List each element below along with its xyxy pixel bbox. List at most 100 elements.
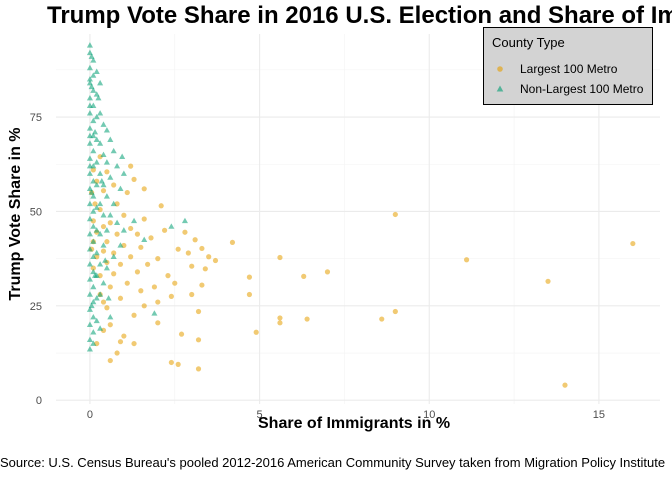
data-point-circle — [138, 288, 144, 294]
data-point-circle — [100, 299, 107, 305]
data-point-triangle — [119, 153, 126, 159]
data-point-triangle — [100, 212, 107, 218]
data-point-triangle — [102, 257, 109, 263]
data-point-triangle — [90, 117, 97, 124]
data-point-triangle — [105, 295, 112, 301]
data-point-circle — [128, 163, 134, 169]
data-point-triangle — [90, 57, 97, 63]
data-point-circle — [630, 240, 636, 247]
data-point-circle — [277, 320, 283, 326]
data-point-circle — [134, 269, 141, 275]
data-point-circle — [100, 223, 107, 230]
data-point-triangle — [86, 76, 93, 82]
data-point-circle — [155, 299, 161, 305]
data-point-triangle — [86, 162, 93, 169]
data-point-triangle — [93, 113, 100, 120]
data-point-triangle — [151, 310, 158, 316]
data-point-circle — [202, 266, 208, 272]
data-point-triangle — [86, 200, 93, 207]
data-point-triangle — [110, 147, 117, 154]
data-point-circle — [111, 182, 117, 188]
data-point-triangle — [120, 170, 127, 176]
data-point-triangle — [91, 272, 99, 278]
data-point-triangle — [86, 140, 93, 146]
data-point-triangle — [110, 200, 117, 207]
data-point-circle — [131, 312, 137, 318]
data-point-circle — [195, 337, 202, 343]
data-point-triangle — [100, 151, 107, 158]
data-point-circle — [111, 250, 117, 256]
data-point-triangle — [90, 298, 97, 305]
data-point-circle — [195, 366, 202, 372]
data-point-triangle — [86, 336, 93, 343]
chart-caption: Source: U.S. Census Bureau's pooled 2012… — [0, 455, 666, 470]
legend-label-largest-metro: Largest 100 Metro — [520, 62, 618, 76]
data-point-triangle — [100, 121, 107, 127]
data-point-triangle — [90, 329, 97, 335]
data-point-circle — [161, 227, 168, 233]
data-point-triangle — [88, 302, 95, 309]
triangle-marker-icon — [496, 85, 504, 92]
data-point-circle — [107, 322, 113, 328]
data-point-circle — [90, 265, 96, 271]
data-point-triangle — [100, 279, 107, 286]
y-tick-label: 50 — [30, 206, 42, 218]
data-point-triangle — [86, 185, 93, 192]
data-point-triangle — [181, 217, 188, 224]
data-point-triangle — [90, 178, 97, 184]
data-point-triangle — [93, 317, 100, 324]
data-point-triangle — [97, 230, 104, 237]
data-point-circle — [107, 357, 113, 364]
data-point-circle — [117, 295, 124, 301]
data-point-triangle — [86, 125, 93, 131]
data-point-triangle — [100, 181, 107, 188]
data-point-circle — [545, 278, 551, 284]
data-point-triangle — [114, 162, 121, 169]
data-point-triangle — [93, 295, 100, 301]
data-point-triangle — [86, 49, 93, 56]
data-point-circle — [277, 254, 283, 261]
data-point-triangle — [88, 189, 95, 195]
data-point-circle — [117, 261, 124, 267]
data-point-circle — [463, 257, 470, 263]
data-point-triangle — [107, 212, 114, 218]
data-point-triangle — [98, 178, 105, 184]
data-point-triangle — [86, 155, 93, 161]
data-point-circle — [301, 273, 307, 279]
data-point-circle — [111, 271, 117, 277]
data-point-triangle — [93, 159, 100, 165]
data-point-triangle — [103, 159, 110, 165]
data-point-triangle — [86, 246, 93, 252]
data-point-circle — [562, 382, 568, 388]
circle-marker-icon — [497, 66, 503, 72]
data-point-triangle — [103, 264, 110, 271]
data-point-triangle — [86, 215, 93, 222]
data-point-triangle — [97, 200, 104, 207]
data-point-triangle — [90, 313, 97, 320]
data-point-circle — [121, 333, 127, 339]
data-point-circle — [185, 250, 191, 256]
data-point-circle — [128, 225, 134, 232]
data-point-circle — [134, 231, 141, 237]
data-point-circle — [100, 188, 107, 194]
x-tick-label: 5 — [257, 409, 263, 421]
y-tick-label: 0 — [36, 395, 42, 407]
data-point-circle — [131, 340, 137, 347]
data-point-circle — [165, 273, 171, 279]
data-point-triangle — [97, 110, 104, 116]
data-point-circle — [100, 248, 107, 254]
chart-title: Trump Vote Share in 2016 U.S. Election a… — [47, 2, 672, 29]
legend-item-non-largest-metro: Non-Largest 100 Metro — [492, 80, 643, 98]
data-point-triangle — [100, 242, 107, 248]
x-tick-label: 10 — [423, 409, 435, 421]
data-point-circle — [182, 229, 188, 235]
data-point-circle — [107, 284, 113, 290]
data-point-triangle — [86, 64, 93, 71]
data-point-circle — [104, 239, 110, 245]
data-point-circle — [277, 315, 283, 321]
data-point-triangle — [110, 253, 117, 259]
data-point-circle — [158, 203, 164, 209]
data-point-circle — [90, 167, 96, 173]
data-point-triangle — [90, 283, 97, 290]
data-point-triangle — [114, 219, 121, 226]
